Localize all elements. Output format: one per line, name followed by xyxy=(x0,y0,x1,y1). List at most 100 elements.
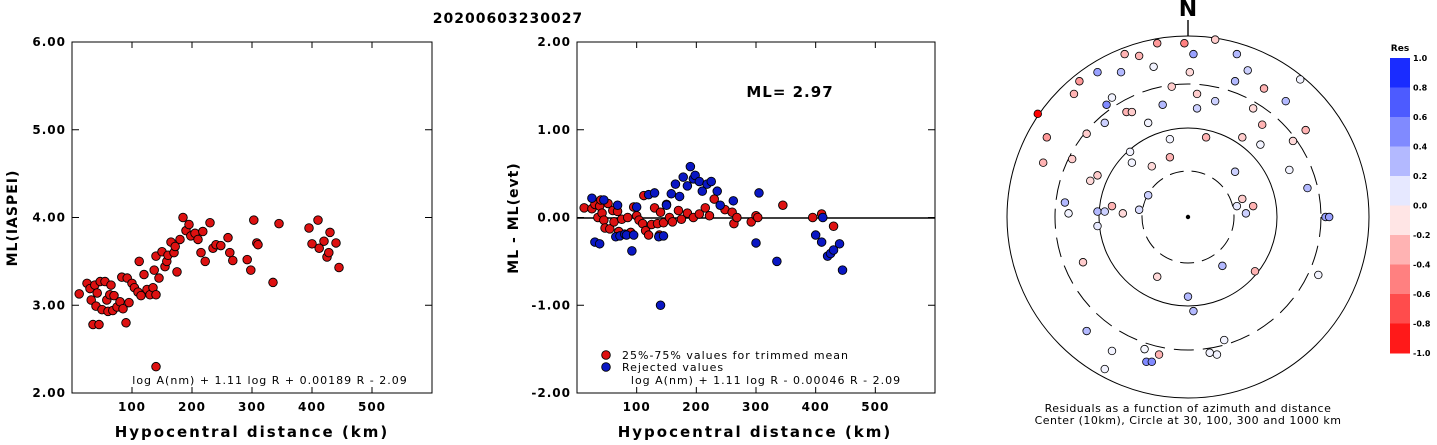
ml-point xyxy=(304,223,314,233)
ml-point xyxy=(313,215,323,225)
station-point xyxy=(1241,209,1251,218)
station-point xyxy=(1100,207,1109,216)
circle-100km xyxy=(1098,127,1278,307)
rejected-residual-point xyxy=(627,246,637,256)
station-point xyxy=(1167,82,1176,91)
colorbar-tick-label: 1.0 xyxy=(1413,54,1428,63)
station-point xyxy=(1127,107,1137,117)
colorbar-block xyxy=(1390,58,1410,88)
p2-y-tick-label: -1.00 xyxy=(531,298,571,312)
ml-point xyxy=(184,219,194,230)
ml-point xyxy=(74,289,84,299)
station-point xyxy=(1093,221,1102,231)
rejected-residual-point xyxy=(751,238,761,248)
ml-point xyxy=(307,239,317,249)
station-point xyxy=(1281,96,1290,106)
panel1-y-label: ML(IASPEI) xyxy=(5,170,21,267)
station-point xyxy=(1067,154,1077,164)
station-point xyxy=(1230,77,1240,86)
station-point xyxy=(1125,147,1135,157)
panel1-y-axis: 2.00 3.00 4.00 5.00 6.00 xyxy=(32,35,432,400)
panel2-y-label: ML - ML(evt) xyxy=(506,162,522,273)
panel2-formula: log A(nm) + 1.11 log R - 0.00046 R - 2.0… xyxy=(631,374,901,387)
rejected-residual-point xyxy=(712,186,722,196)
station-point xyxy=(1238,133,1247,142)
station-point xyxy=(1069,89,1079,99)
p1-x-tick-label: 300 xyxy=(238,400,266,414)
circle-30km xyxy=(1141,170,1235,264)
station-point xyxy=(1127,158,1137,167)
rejected-residual-point xyxy=(837,265,848,275)
station-point xyxy=(1232,201,1242,211)
panel1-x-label: Hypocentral distance (km) xyxy=(115,423,390,441)
station-point xyxy=(1134,205,1144,214)
station-point xyxy=(1149,62,1158,71)
p1-y-tick-label: 5.00 xyxy=(32,123,66,137)
colorbar: Res 1.0 0.8 0.6 0.4 0.2 0.0 -0.2 -0.4 -0.6 -0.8 -1… xyxy=(1390,44,1431,358)
station-point xyxy=(1185,67,1195,77)
colorbar-block xyxy=(1390,205,1410,236)
accepted-residual-point xyxy=(579,203,589,213)
station-point xyxy=(1189,49,1198,59)
colorbar-block xyxy=(1390,235,1410,265)
p2-y-tick-label: 2.00 xyxy=(537,35,571,49)
station-point xyxy=(1147,357,1156,366)
station-point xyxy=(1042,133,1052,142)
rejected-residual-point xyxy=(810,230,821,240)
station-point xyxy=(1140,344,1149,354)
ml-point xyxy=(196,247,206,258)
p1-y-tick-label: 4.00 xyxy=(32,211,66,225)
station-point xyxy=(1086,176,1095,185)
rejected-residual-point xyxy=(599,195,609,205)
legend-swatch-accepted xyxy=(601,350,611,360)
station-point xyxy=(1301,125,1310,135)
station-point xyxy=(1238,194,1247,204)
circle-1000km xyxy=(1006,35,1370,399)
station-point xyxy=(1134,51,1144,61)
accepted-residual-point xyxy=(753,212,763,223)
station-point xyxy=(1258,120,1267,129)
station-point xyxy=(1107,201,1117,211)
p2-x-tick-label: 100 xyxy=(623,400,651,414)
station-point xyxy=(1210,35,1220,44)
ml-point xyxy=(216,240,226,251)
rejected-residual-point xyxy=(715,200,725,210)
station-point xyxy=(1210,96,1220,106)
rejected-residual-point xyxy=(674,191,685,202)
epicenter-dot xyxy=(1185,214,1191,220)
station-point xyxy=(1038,158,1048,167)
p1-y-tick-label: 6.00 xyxy=(32,35,66,49)
p1-y-tick-label: 3.00 xyxy=(32,298,66,312)
station-point xyxy=(1248,201,1258,211)
rejected-residual-point xyxy=(612,200,623,210)
station-point xyxy=(1116,67,1126,77)
station-point xyxy=(1120,49,1129,59)
ml-point xyxy=(134,256,144,267)
north-label: N xyxy=(1179,0,1197,22)
station-point xyxy=(1250,267,1260,276)
station-point xyxy=(1324,212,1334,222)
legend: 25%-75% values for trimmed mean Rejected… xyxy=(601,349,848,374)
ml-point xyxy=(225,247,235,258)
ml-value-label: ML= 2.97 xyxy=(746,83,833,101)
station-point xyxy=(1082,129,1091,138)
colorbar-block xyxy=(1390,117,1410,147)
station-point xyxy=(1100,118,1109,128)
p1-x-tick-label: 400 xyxy=(298,400,326,414)
station-point xyxy=(1093,67,1102,77)
colorbar-tick-label: -0.2 xyxy=(1413,231,1431,240)
ml-point xyxy=(268,277,278,288)
panel2-x-label: Hypocentral distance (km) xyxy=(618,423,893,441)
station-point xyxy=(1248,104,1258,113)
accepted-residual-point xyxy=(700,203,711,213)
ml-point xyxy=(324,247,334,258)
rejected-residual-point xyxy=(834,239,845,249)
station-point xyxy=(1192,89,1202,99)
ml-point xyxy=(139,269,149,280)
rejected-residual-point xyxy=(816,237,827,247)
station-point xyxy=(1212,350,1222,359)
accepted-residual-point xyxy=(676,214,687,225)
ml-point xyxy=(193,234,203,245)
station-point xyxy=(1219,335,1229,345)
